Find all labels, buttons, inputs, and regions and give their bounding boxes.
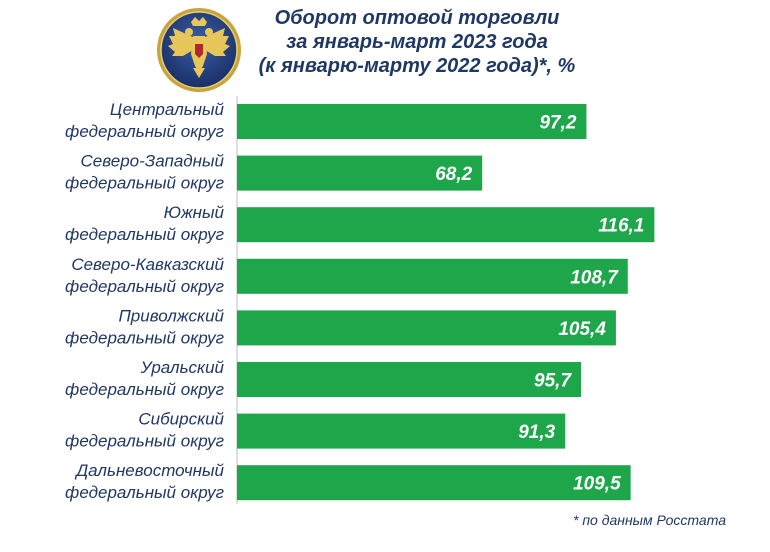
bar <box>237 465 631 501</box>
category-label-line: федеральный округ <box>65 432 224 451</box>
category-label-line: Приволжский <box>118 306 224 325</box>
category-label-line: федеральный округ <box>65 225 224 244</box>
category-label-line: Северо-Кавказский <box>71 255 224 274</box>
category-label-line: федеральный округ <box>65 277 224 296</box>
emblem-logo <box>155 6 243 94</box>
bar-value-label: 91,3 <box>518 422 555 443</box>
bar <box>237 258 628 294</box>
bar <box>237 310 616 346</box>
bar-value-label: 95,7 <box>534 371 572 392</box>
category-label: Сибирский федеральный округ <box>65 410 225 451</box>
chart-title: Оборот оптовой торговли за январь-март 2… <box>232 6 602 78</box>
category-label: Уральский федеральный округ <box>65 358 225 399</box>
category-label-line: Дальневосточный <box>74 461 224 480</box>
category-label: Северо-Кавказский федеральный округ <box>65 255 225 296</box>
category-label-line: Южный <box>164 203 225 222</box>
chart-title-line-1: Оборот оптовой торговли <box>274 7 560 29</box>
category-label-line: Северо-Западный <box>81 152 225 171</box>
bar <box>237 362 582 397</box>
double-headed-eagle-emblem-icon <box>157 8 241 92</box>
bar-value-label: 108,7 <box>570 267 619 288</box>
footnote: * по данным Росстата <box>573 512 726 528</box>
chart-title-line-2: за январь-март 2023 года <box>286 31 548 53</box>
category-label-line: федеральный округ <box>65 174 224 193</box>
category-label-line: Уральский <box>140 358 225 377</box>
bar-value-label: 105,4 <box>558 319 606 340</box>
category-label: Центральный федеральный округ <box>65 100 225 141</box>
category-label-line: федеральный округ <box>65 483 224 502</box>
bar-value-label: 109,5 <box>573 474 621 495</box>
category-label-line: федеральный округ <box>65 380 224 399</box>
category-label: Дальневосточный федеральный округ <box>65 461 225 502</box>
chart-title-line-3: (к январю-марту 2022 года)*, % <box>258 55 576 77</box>
category-label: Приволжский федеральный округ <box>65 306 225 347</box>
bar-value-label: 116,1 <box>598 216 644 237</box>
category-label-line: федеральный округ <box>65 328 224 347</box>
bar-value-label: 68,2 <box>435 164 472 185</box>
category-label: Южный федеральный округ <box>65 203 225 244</box>
bar <box>237 155 483 191</box>
bar-value-label: 97,2 <box>539 113 576 134</box>
category-label-line: Сибирский <box>138 410 224 429</box>
category-label-line: федеральный округ <box>65 122 224 141</box>
bar <box>237 104 587 139</box>
category-label: Северо-Западный федеральный округ <box>65 152 225 193</box>
bar <box>237 413 566 449</box>
bar <box>237 207 655 243</box>
category-label-line: Центральный <box>110 100 225 119</box>
